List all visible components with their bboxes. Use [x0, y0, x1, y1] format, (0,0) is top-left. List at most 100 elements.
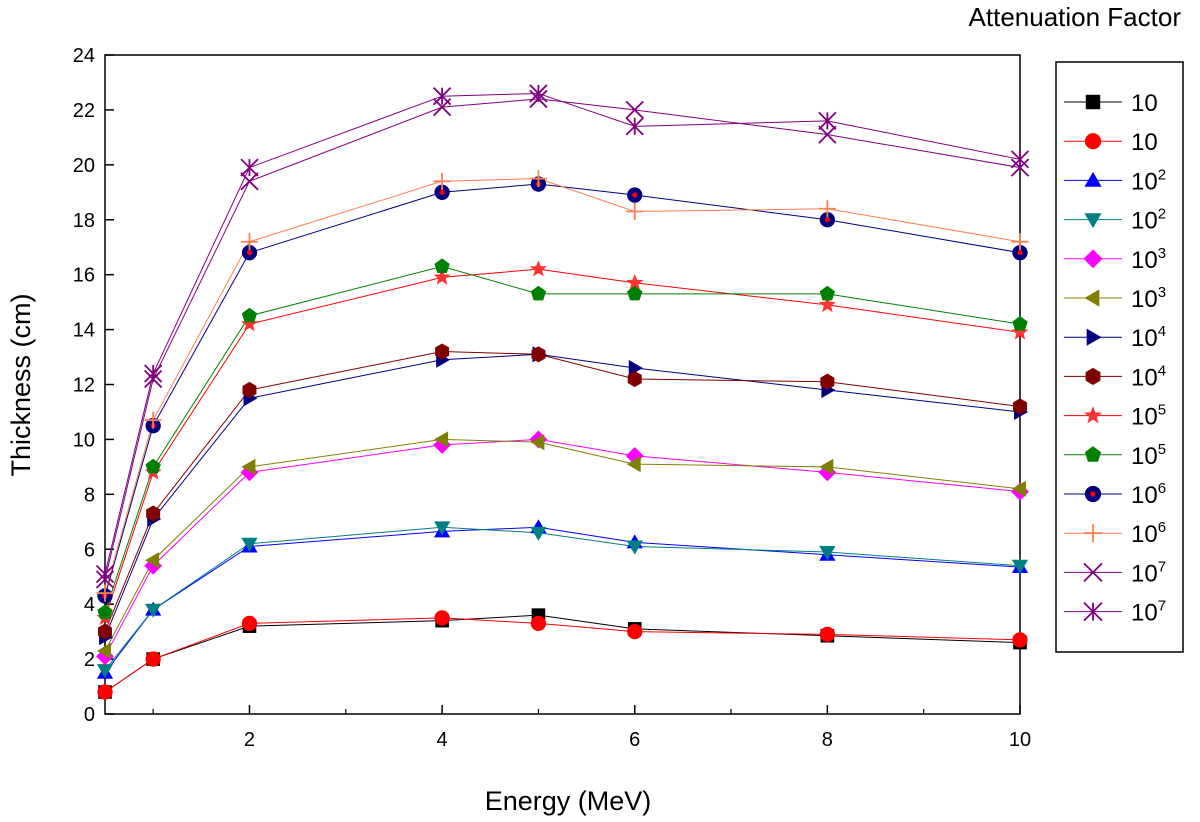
- markers-group: [95, 84, 1030, 700]
- y-tick-label: 18: [73, 210, 95, 232]
- data-point: [97, 604, 113, 619]
- marker-shape: [530, 285, 547, 301]
- legend-label: 106: [1131, 480, 1166, 509]
- data-point: [96, 584, 114, 602]
- data-point: [1013, 398, 1027, 415]
- legend-item: 102: [1064, 166, 1166, 195]
- legend-marker: [1084, 406, 1102, 424]
- marker-dot: [439, 189, 445, 195]
- data-point: [1011, 233, 1029, 251]
- data-point: [1011, 480, 1026, 497]
- data-point: [625, 100, 644, 120]
- legend-label: 102: [1131, 206, 1166, 235]
- marker-shape: [1084, 289, 1100, 307]
- data-point: [241, 615, 258, 632]
- y-tick-label: 24: [73, 45, 95, 67]
- data-point: [819, 212, 836, 228]
- legend-label: 106: [1131, 519, 1166, 548]
- marker-shape: [1012, 632, 1028, 648]
- marker-shape: [434, 521, 451, 536]
- data-point: [819, 546, 836, 561]
- marker-shape: [145, 603, 162, 618]
- legend-label: 104: [1131, 323, 1166, 352]
- data-point: [820, 373, 835, 390]
- marker-dot: [1017, 250, 1023, 256]
- data-point: [1010, 150, 1030, 169]
- y-tick-label: 14: [73, 320, 95, 342]
- marker-shape: [530, 434, 545, 451]
- data-point: [144, 411, 162, 429]
- data-point: [432, 87, 452, 106]
- legend-marker: [1084, 524, 1102, 543]
- data-point: [530, 285, 547, 301]
- data-point: [819, 285, 836, 301]
- series-line: [105, 351, 1020, 632]
- series-line: [105, 183, 1020, 597]
- marker-shape: [241, 537, 258, 552]
- marker-shape: [626, 456, 641, 473]
- data-point: [818, 125, 837, 144]
- marker-shape: [96, 642, 111, 659]
- data-point: [96, 664, 114, 679]
- data-point: [626, 273, 644, 291]
- legend-label: 104: [1131, 362, 1166, 391]
- legend-label-base: 10: [1131, 443, 1158, 470]
- series-line: [105, 178, 1020, 594]
- data-point: [241, 307, 258, 323]
- legend-label-base: 10: [1131, 129, 1158, 156]
- marker-shape: [435, 343, 450, 360]
- legend-marker: [1083, 601, 1103, 622]
- data-point: [242, 381, 257, 399]
- data-point: [1012, 632, 1028, 648]
- data-point: [625, 117, 644, 136]
- series-line: [105, 268, 1020, 619]
- data-point: [530, 526, 547, 541]
- marker-shape: [1011, 480, 1026, 497]
- marker-shape: [819, 285, 836, 301]
- marker-shape: [98, 623, 112, 640]
- legend-label-base: 10: [1131, 404, 1158, 431]
- data-point: [95, 564, 115, 584]
- series-line: [105, 614, 1020, 693]
- data-point: [433, 435, 452, 454]
- marker-shape: [1086, 328, 1102, 346]
- marker-shape: [1012, 316, 1028, 331]
- marker-shape: [529, 260, 547, 277]
- data-point: [434, 258, 450, 273]
- data-point: [530, 615, 547, 632]
- legend-item: 106: [1064, 519, 1166, 548]
- data-point: [1012, 245, 1028, 261]
- legend-label-exponent: 7: [1158, 558, 1166, 575]
- legend-label-base: 10: [1131, 482, 1158, 509]
- legend-label-exponent: 5: [1158, 402, 1166, 419]
- marker-shape: [819, 546, 836, 561]
- data-point: [97, 684, 113, 700]
- y-tick-label: 6: [84, 539, 95, 561]
- marker-shape: [96, 647, 114, 666]
- y-tick-label: 10: [73, 429, 95, 451]
- legend-label: 107: [1131, 598, 1166, 627]
- marker-shape: [530, 526, 547, 541]
- data-point: [145, 458, 161, 474]
- marker-shape: [818, 295, 836, 313]
- x-tick-label: 10: [1009, 729, 1031, 751]
- legend-marker: [1085, 94, 1101, 110]
- plot-frame: [104, 54, 1021, 715]
- legend-label-base: 10: [1131, 600, 1158, 627]
- data-point: [144, 364, 163, 383]
- legend-label: 105: [1131, 402, 1166, 431]
- y-tick-label: 4: [84, 594, 95, 616]
- data-point: [241, 537, 258, 552]
- legend-label-exponent: 4: [1158, 362, 1166, 379]
- data-point: [818, 200, 836, 218]
- data-point: [529, 260, 547, 277]
- marker-shape: [145, 552, 160, 569]
- legend-label: 107: [1131, 558, 1166, 587]
- marker-dot: [632, 192, 638, 198]
- series-group: [105, 92, 1020, 693]
- legend-label: 10: [1131, 90, 1158, 117]
- y-axis-title: Thickness (cm): [6, 293, 36, 476]
- marker-dot: [1090, 491, 1096, 497]
- marker-shape: [434, 431, 449, 448]
